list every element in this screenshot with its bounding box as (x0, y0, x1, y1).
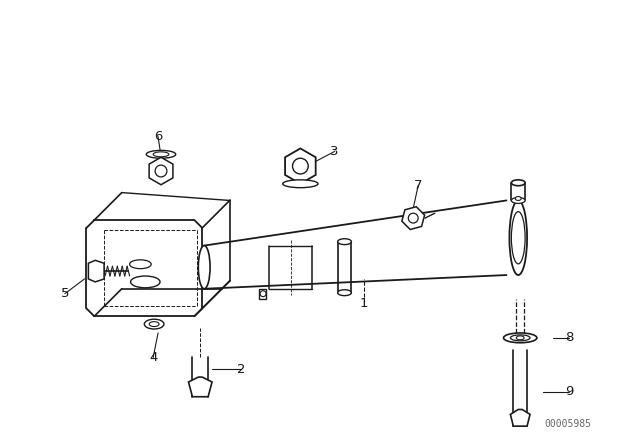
Circle shape (292, 158, 308, 174)
Text: 6: 6 (154, 130, 163, 143)
Polygon shape (285, 148, 316, 184)
Polygon shape (510, 409, 530, 426)
Polygon shape (259, 289, 266, 298)
Ellipse shape (283, 180, 318, 188)
Text: 7: 7 (414, 179, 422, 192)
Ellipse shape (511, 180, 525, 186)
Ellipse shape (509, 200, 527, 275)
Text: 3: 3 (330, 145, 339, 158)
Text: 2: 2 (237, 363, 246, 376)
Ellipse shape (511, 198, 525, 203)
Ellipse shape (130, 260, 151, 269)
Text: 4: 4 (149, 351, 157, 364)
Ellipse shape (145, 319, 164, 329)
Ellipse shape (516, 336, 524, 340)
Circle shape (260, 291, 266, 297)
Circle shape (155, 165, 167, 177)
Ellipse shape (515, 197, 521, 200)
Polygon shape (189, 377, 212, 397)
Ellipse shape (338, 239, 351, 245)
Ellipse shape (198, 246, 210, 289)
Ellipse shape (338, 290, 351, 296)
Ellipse shape (504, 333, 537, 343)
Polygon shape (88, 260, 104, 282)
Ellipse shape (147, 151, 176, 158)
Text: 5: 5 (61, 287, 69, 300)
Text: 1: 1 (360, 297, 369, 310)
Polygon shape (402, 207, 424, 229)
Ellipse shape (153, 152, 169, 157)
Polygon shape (149, 157, 173, 185)
Text: 8: 8 (565, 332, 573, 345)
Ellipse shape (131, 276, 160, 288)
Circle shape (408, 213, 418, 223)
Ellipse shape (511, 211, 525, 264)
Ellipse shape (149, 322, 159, 327)
Text: 9: 9 (565, 385, 573, 398)
Ellipse shape (510, 335, 530, 341)
Text: 00005985: 00005985 (545, 419, 591, 429)
